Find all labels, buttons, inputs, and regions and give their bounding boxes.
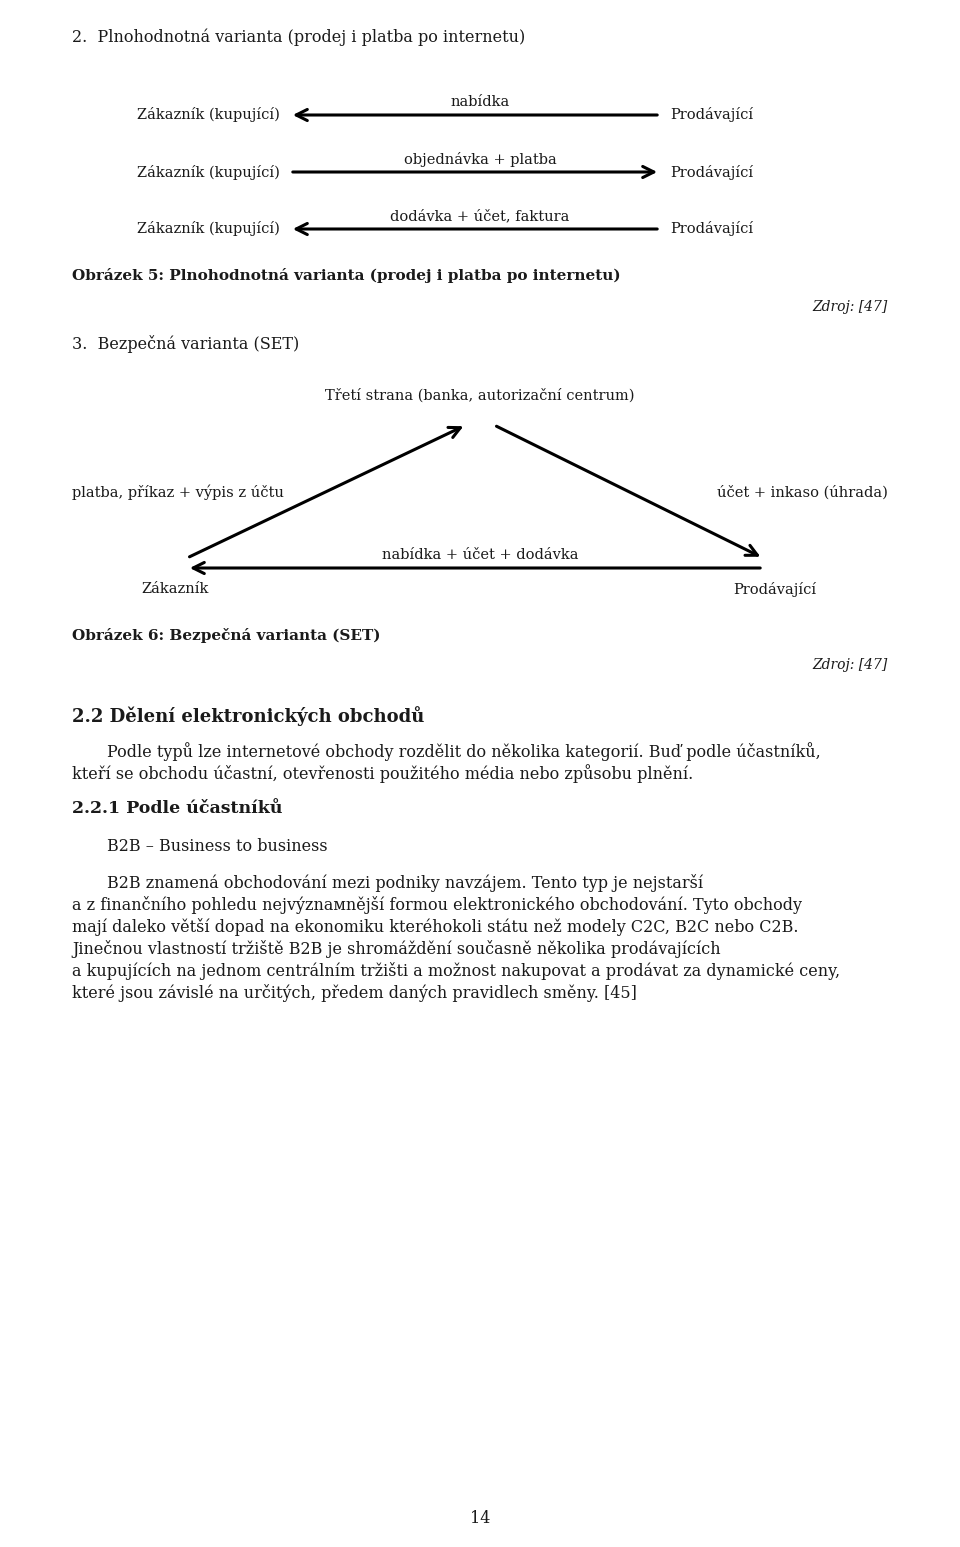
- Text: Prodávající: Prodávající: [733, 582, 817, 597]
- Text: Jinečnou vlastností tržiště B2B je shromáždění současně několika prodávajících: Jinečnou vlastností tržiště B2B je shrom…: [72, 941, 721, 958]
- Text: Zákazník (kupující): Zákazník (kupující): [137, 164, 280, 179]
- Text: Prodávající: Prodávající: [670, 107, 754, 122]
- Text: B2B – Business to business: B2B – Business to business: [107, 838, 327, 855]
- Text: mají daleko větší dopad na ekonomiku kteréhokoli státu než modely C2C, B2C nebo : mají daleko větší dopad na ekonomiku kte…: [72, 917, 799, 936]
- Text: platba, příkaz + výpis z účtu: platba, příkaz + výpis z účtu: [72, 486, 284, 501]
- Text: B2B znamená obchodování mezi podniky navzájem. Tento typ je nejstarší: B2B znamená obchodování mezi podniky nav…: [107, 874, 703, 893]
- Text: Zdroj: [47]: Zdroj: [47]: [813, 300, 888, 314]
- Text: objednávka + platba: objednávka + platba: [403, 152, 557, 167]
- Text: Obrázek 5: Plnohodnotná varianta (prodej i platba po internetu): Obrázek 5: Plnohodnotná varianta (prodej…: [72, 268, 620, 283]
- Text: kteří se obchodu účastní, otevřenosti použitého média nebo způsobu plnění.: kteří se obchodu účastní, otevřenosti po…: [72, 764, 693, 783]
- Text: Třetí strana (banka, autorizační centrum): Třetí strana (banka, autorizační centrum…: [325, 388, 635, 402]
- Text: 3.  Bezpečná varianta (SET): 3. Bezpečná varianta (SET): [72, 336, 300, 353]
- Text: Obrázek 6: Bezpečná varianta (SET): Obrázek 6: Bezpečná varianta (SET): [72, 628, 380, 644]
- Text: Zákazník (kupující): Zákazník (kupující): [137, 107, 280, 122]
- Text: Podle typů lze internetové obchody rozdělit do několika kategorií. Buď podle úča: Podle typů lze internetové obchody rozdě…: [107, 743, 821, 761]
- Text: účet + inkaso (úhrada): účet + inkaso (úhrada): [717, 486, 888, 500]
- Text: Prodávající: Prodávající: [670, 221, 754, 237]
- Text: 2.2.1 Podle účastníků: 2.2.1 Podle účastníků: [72, 800, 282, 817]
- Text: Zákazník: Zákazník: [141, 582, 208, 596]
- Text: Zákazník (kupující): Zákazník (kupující): [137, 221, 280, 237]
- Text: nabídka + účet + dodávka: nabídka + účet + dodávka: [382, 548, 578, 562]
- Text: 2.  Plnohodnotná varianta (prodej i platba po internetu): 2. Plnohodnotná varianta (prodej i platb…: [72, 28, 525, 45]
- Text: 2.2 Dělení elektronických obchodů: 2.2 Dělení elektronických obchodů: [72, 705, 424, 726]
- Text: Zdroj: [47]: Zdroj: [47]: [813, 657, 888, 671]
- Text: 14: 14: [469, 1510, 491, 1527]
- Text: a z finančního pohledu nejvýznамnější formou elektronického obchodování. Tyto ob: a z finančního pohledu nejvýznамnější fo…: [72, 896, 802, 914]
- Text: které jsou závislé na určitých, předem daných pravidlech směny. [45]: které jsou závislé na určitých, předem d…: [72, 984, 636, 1002]
- Text: nabídka: nabídka: [450, 94, 510, 108]
- Text: Prodávající: Prodávající: [670, 164, 754, 179]
- Text: dodávka + účet, faktura: dodávka + účet, faktura: [391, 209, 569, 223]
- Text: a kupujících na jednom centrálním tržišti a možnost nakupovat a prodávat za dyna: a kupujících na jednom centrálním tržišt…: [72, 962, 840, 979]
